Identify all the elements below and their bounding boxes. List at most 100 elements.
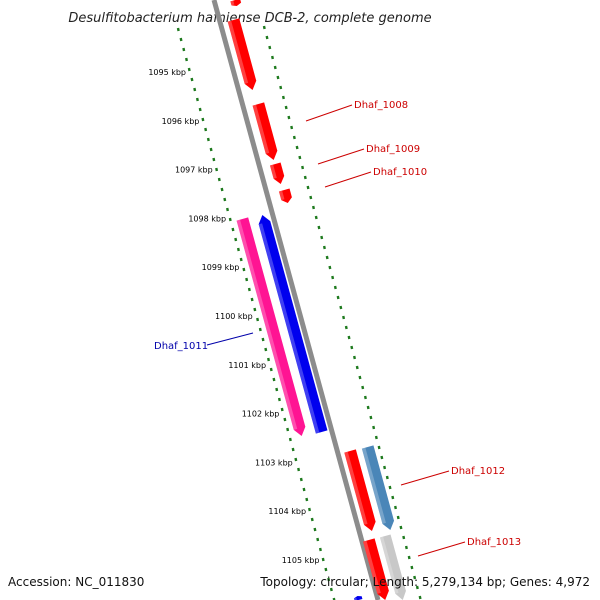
ruler-dot-inner: [231, 227, 235, 232]
ruler-dot-inner: [236, 247, 240, 252]
ruler-dot-outer: [301, 165, 305, 170]
ruler-dot-outer: [394, 505, 397, 510]
ruler-dot-inner: [267, 357, 270, 362]
ruler-dot-inner: [310, 517, 314, 522]
gene-label-leader: [305, 104, 353, 122]
ruler-dot-outer: [353, 355, 356, 360]
ruler-dot-outer: [366, 405, 370, 410]
ruler-tick-label: 1103 kbp: [255, 458, 293, 467]
ruler-dot-inner: [185, 57, 188, 62]
ruler-dot-outer: [281, 95, 285, 100]
ruler-dot-inner: [209, 147, 213, 152]
ruler-dot-inner: [261, 337, 265, 342]
ruler-tick-label: 1099 kbp: [202, 263, 240, 272]
ruler-dot-outer: [328, 265, 332, 270]
gene-arrow: [227, 18, 257, 91]
ruler-dot-outer: [339, 305, 343, 310]
gene-label: Dhaf_1011: [154, 341, 208, 352]
ruler-dot-inner: [291, 447, 295, 452]
gene-labels: Dhaf_1008 Dhaf_1009 Dhaf_1010 Dhaf_1011 Dhaf…: [154, 100, 521, 557]
gene-label-leader: [400, 470, 450, 486]
ruler-dot-outer: [380, 455, 384, 460]
accession-text: Accession: NC_011830: [8, 575, 144, 589]
ruler-dot-outer: [415, 585, 419, 590]
ruler-dot-inner: [313, 527, 317, 532]
ruler-dot-outer: [383, 465, 387, 470]
ruler-dot-outer: [402, 535, 406, 540]
ruler-dot-inner: [275, 387, 279, 392]
ruler-dot-inner: [198, 107, 202, 112]
ruler-dot-inner: [250, 297, 254, 302]
ruler-dot-outer: [385, 475, 389, 480]
ruler-dot-outer: [342, 315, 346, 320]
ruler-dot-outer: [363, 395, 367, 400]
gene-arrow: [269, 162, 285, 184]
ruler-dot-inner: [256, 317, 260, 322]
ruler-dot-inner: [212, 157, 216, 162]
ruler-dot-outer: [298, 155, 302, 160]
ruler-dot-outer: [331, 275, 335, 280]
gene-label-leader: [206, 332, 254, 346]
gene-arrow: [258, 214, 328, 434]
ruler-dot-inner: [299, 477, 303, 482]
genome-summary-text: Topology: circular; Length: 5,279,134 bp…: [259, 575, 590, 589]
ruler-dot-outer: [314, 215, 318, 220]
ruler-dot-outer: [410, 565, 414, 570]
ruler-dot-outer: [369, 415, 373, 420]
ruler-dot-inner: [305, 497, 309, 502]
ruler-dot-outer: [404, 545, 408, 550]
ruler-dot-outer: [284, 105, 288, 110]
ruler-dot-inner: [187, 67, 191, 72]
ruler-dot-inner: [242, 267, 246, 272]
ruler-dot-inner: [264, 347, 268, 352]
gene-arrow: [379, 534, 406, 600]
gene-arrow: [344, 449, 376, 531]
ruler-tick-label: 1104 kbp: [268, 507, 306, 516]
gene-arrow: [236, 217, 306, 437]
gene-label-leader: [417, 541, 466, 557]
ruler-dot-inner: [176, 27, 180, 32]
ruler-dot-inner: [269, 367, 273, 372]
ruler-dot-outer: [322, 245, 326, 250]
ruler-dot-inner: [182, 47, 186, 52]
ruler-dot-outer: [413, 575, 417, 580]
ruler-dot-outer: [361, 385, 365, 390]
gene-label: Dhaf_1012: [451, 466, 505, 477]
ruler-tick-label: 1102 kbp: [242, 410, 280, 419]
ruler-dot-outer: [355, 365, 359, 370]
ruler-dot-outer: [407, 555, 411, 560]
ruler-dot-outer: [295, 145, 299, 150]
ruler-dot-inner: [324, 567, 328, 572]
ruler-dot-outer: [273, 65, 277, 70]
ruler-dot-outer: [347, 335, 351, 340]
ruler-dot-outer: [271, 55, 274, 60]
ruler-dot-outer: [306, 185, 310, 190]
ruler-dot-inner: [195, 97, 199, 102]
ruler-tick-label: 1097 kbp: [175, 166, 213, 175]
ruler-dot-outer: [262, 25, 266, 30]
map-title: Desulfitobacterium hafniense DCB-2, comp…: [68, 11, 431, 26]
gene-arrow: [252, 102, 278, 160]
gene-label: Dhaf_1013: [467, 537, 521, 548]
ruler-tick-label: 1100 kbp: [215, 312, 253, 321]
ruler-dot-inner: [193, 87, 197, 92]
ruler-dot-inner: [239, 257, 243, 262]
gene-arrow: [353, 596, 363, 600]
ruler-dot-outer: [391, 495, 395, 500]
ruler-tick-label: 1105 kbp: [282, 556, 320, 565]
ruler-dot-outer: [268, 45, 272, 50]
genome-backbone: [211, 0, 381, 600]
ruler-dot-outer: [320, 235, 324, 240]
ruler-dot-outer: [317, 225, 321, 230]
ruler-dot-outer: [276, 75, 280, 80]
ruler-tick-label: 1101 kbp: [228, 361, 266, 370]
ruler-dot-inner: [302, 487, 306, 492]
ruler-dot-outer: [312, 205, 315, 210]
gene-track: [227, 0, 406, 600]
gene-label: Dhaf_1009: [366, 144, 420, 155]
ruler-dot-outer: [358, 375, 362, 380]
ruler-dot-inner: [228, 217, 232, 222]
gene-label-leader: [324, 171, 372, 188]
gene-arrow: [278, 188, 292, 203]
